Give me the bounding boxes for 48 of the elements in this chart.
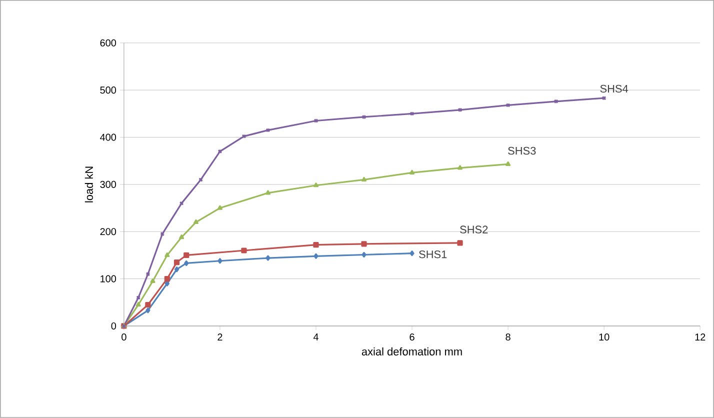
- x-tick-label: 2: [218, 334, 222, 341]
- x-tick-label: 6: [410, 334, 414, 341]
- y-axis-title: load kN: [84, 166, 93, 202]
- series-label: SHS3: [508, 146, 536, 155]
- x-tick-label: 10: [599, 334, 610, 341]
- point: [164, 276, 170, 282]
- point: [457, 240, 463, 246]
- series-label: SHS2: [460, 226, 488, 234]
- x-tick-label: 8: [506, 334, 510, 341]
- point: [313, 242, 319, 248]
- y-tick-label: 100: [100, 275, 116, 282]
- y-tick-label: 600: [100, 39, 116, 46]
- x-tick-label: 0: [122, 334, 126, 341]
- x-tick-label: 12: [695, 334, 706, 341]
- point: [218, 258, 222, 264]
- point: [409, 170, 415, 174]
- point: [146, 308, 150, 314]
- point: [362, 252, 366, 258]
- point: [361, 176, 367, 182]
- point: [266, 255, 270, 261]
- point: [179, 234, 184, 240]
- series-label: SHS1: [419, 250, 447, 258]
- point: [313, 182, 319, 188]
- point: [184, 252, 190, 258]
- point: [136, 302, 141, 307]
- point: [184, 260, 189, 266]
- point: [193, 219, 198, 224]
- point: [265, 190, 271, 195]
- point: [506, 161, 511, 166]
- x-tick-label: 4: [313, 334, 318, 340]
- series-label: SHS4: [600, 84, 628, 93]
- y-tick-label: 400: [100, 134, 116, 141]
- point: [241, 248, 247, 254]
- y-tick-label: 300: [100, 180, 116, 188]
- point: [361, 241, 367, 247]
- point: [458, 165, 463, 170]
- point: [217, 205, 222, 210]
- point: [150, 278, 156, 284]
- y-tick-label: 200: [100, 228, 116, 236]
- point: [314, 253, 318, 259]
- point: [410, 250, 414, 256]
- y-tick-label: 500: [100, 86, 116, 94]
- x-axis-title: axial defomation mm: [362, 347, 462, 356]
- point: [164, 252, 170, 258]
- point: [174, 266, 180, 272]
- point: [145, 302, 151, 308]
- point: [174, 260, 180, 266]
- y-tick-label: 0: [111, 322, 116, 330]
